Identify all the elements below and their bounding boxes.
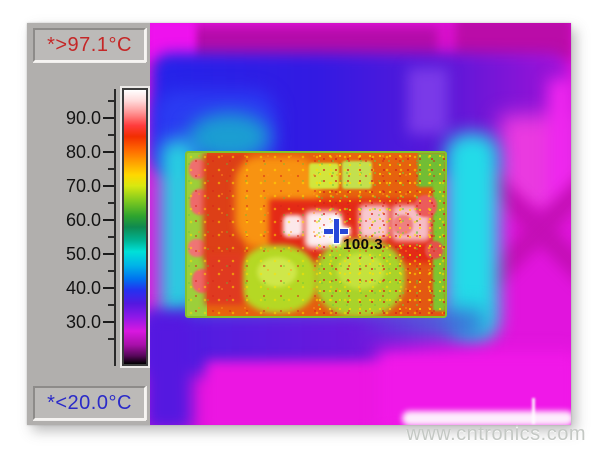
scale-tick-minor [108,202,115,204]
scale-tick-label: 50.0 [65,244,101,264]
scale-tick-major [103,185,115,187]
scale-tick-minor [108,100,115,102]
spot-crosshair-icon[interactable] [324,219,348,243]
scale-tick-major [103,287,115,289]
scale-tick-label: 90.0 [65,108,101,128]
scale-tick-minor [108,304,115,306]
scale-ticks: 90.0 80.0 70.0 60.0 50.0 40.0 30.0 [27,23,150,425]
pcb-component-hotspot [393,215,413,235]
pcb-cool-pad [309,163,339,189]
scale-tick-minor [108,134,115,136]
pcb-capacitor-highlight [257,257,297,287]
scale-tick-label: 30.0 [65,312,101,332]
watermark-mark [532,398,535,424]
over-range-label: *>97.1°C [47,33,132,56]
scale-tick-major [103,151,115,153]
pcb-component-hotspot [415,195,437,217]
thermal-violet-rect [408,68,448,134]
thermal-camera-frame: *>97.1°C 90.0 80.0 70.0 60.0 50.0 40.0 30.0 *<… [27,23,571,425]
under-range-label: *<20.0°C [47,391,132,414]
site-watermark: www.cntronics.com [406,423,586,445]
scale-tick-label: 80.0 [65,142,101,162]
scale-tick-minor [108,338,115,340]
scale-tick-minor [108,236,115,238]
scale-tick-major [103,321,115,323]
scale-tick-label: 40.0 [65,278,101,298]
scale-tick-label: 60.0 [65,210,101,230]
scale-tick-minor [108,270,115,272]
thermal-image[interactable]: 100.3 [150,23,571,425]
scale-tick-major [103,253,115,255]
scale-tick-major [103,219,115,221]
pcb-capacitor-highlight [337,253,385,289]
thermal-right-light-column [548,79,571,205]
pcb-heat-glow-right [445,133,499,341]
spot-temperature-value: 100.3 [343,236,384,253]
scale-tick-major [103,117,115,119]
pcb-hot-zone [205,253,243,305]
pcb-white-hotspot [359,205,389,239]
scale-panel: *>97.1°C 90.0 80.0 70.0 60.0 50.0 40.0 30.0 *<… [27,23,150,425]
pcb-component-hotspot [425,241,443,259]
pcb-thermal-region [185,151,447,318]
thermal-bottom-left-column [150,313,192,425]
scale-axis-line [114,89,116,366]
over-range-label-box: *>97.1°C [33,28,146,62]
watermark-smear [402,411,571,425]
temperature-colorbar [122,88,148,366]
under-range-label-box: *<20.0°C [33,386,146,420]
pcb-cool-pad [342,161,372,189]
scale-tick-label: 70.0 [65,176,101,196]
pcb-white-hotspot [283,215,303,237]
scale-tick-minor [108,168,115,170]
